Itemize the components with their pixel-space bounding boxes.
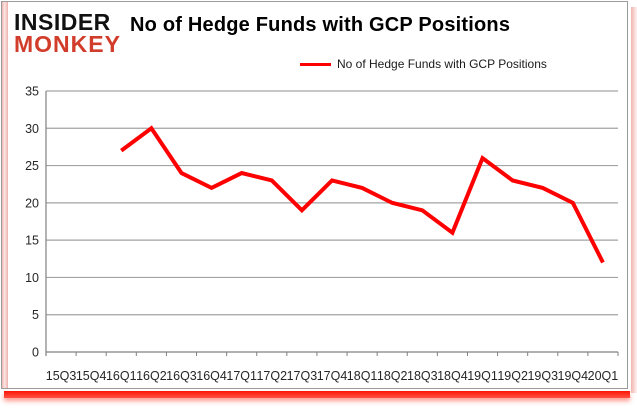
x-axis-label: 19Q4 [558,369,589,383]
x-axis-label: 19Q1 [467,369,498,383]
legend-label: No of Hedge Funds with GCP Positions [337,57,547,71]
logo-text-insider: INSIDER [14,9,111,35]
x-axis-label: 19Q2 [497,369,528,383]
y-axis-label: 35 [25,85,39,99]
y-axis-label: 30 [25,122,39,136]
chart-legend: No of Hedge Funds with GCP Positions [300,57,547,71]
x-axis-label: 15Q4 [76,369,107,383]
x-axis-label: 18Q1 [347,369,378,383]
logo-text-monkey: MONKEY [14,31,121,57]
x-axis-label: 17Q4 [317,369,348,383]
x-axis-label: 17Q1 [226,369,257,383]
insider-monkey-logo: INSIDER MONKEY [14,9,121,57]
y-axis-label: 10 [25,271,39,285]
x-axis-label: 16Q3 [166,369,197,383]
x-axis-label: 16Q1 [106,369,137,383]
hedge-funds-line-series [120,125,605,264]
y-axis-label: 0 [32,346,39,360]
x-axis-label: 17Q2 [256,369,287,383]
y-axis-label: 5 [32,308,39,322]
chart-title: No of Hedge Funds with GCP Positions [130,14,511,36]
x-axis-label: 18Q2 [377,369,408,383]
x-axis-label: 20Q1 [588,369,619,383]
y-axis-label: 25 [25,159,39,173]
x-axis-label: 19Q3 [527,369,558,383]
x-axis-label: 16Q2 [136,369,167,383]
left-pink-stripe-decoration [2,2,8,388]
x-axis-label: 15Q3 [46,369,77,383]
x-axis-label: 18Q4 [437,369,468,383]
x-axis-label: 18Q3 [407,369,438,383]
card-red-shadow-bottom [4,391,630,398]
legend-line-swatch [300,62,331,66]
x-axis-label: 17Q3 [287,369,318,383]
chart-card: INSIDER MONKEY No of Hedge Funds with GC… [1,1,628,389]
y-axis-label: 15 [25,234,39,248]
x-axis-label: 16Q4 [196,369,227,383]
card-red-shadow-right [631,7,637,393]
y-axis-label: 20 [25,196,39,210]
